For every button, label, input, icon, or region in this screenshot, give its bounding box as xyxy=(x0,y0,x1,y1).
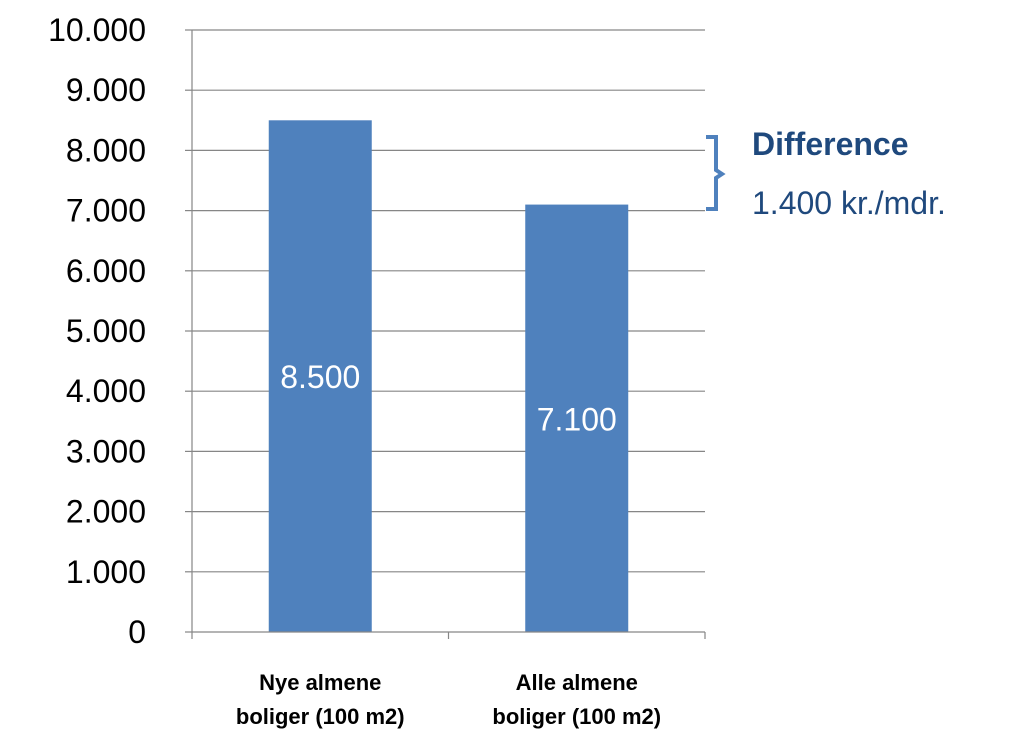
axes xyxy=(185,29,706,639)
annotation-title: Difference xyxy=(752,126,909,162)
y-tick-label: 10.000 xyxy=(48,12,146,48)
data-label: 7.100 xyxy=(537,401,617,437)
bars xyxy=(268,120,629,633)
y-tick-label: 1.000 xyxy=(66,554,146,590)
difference-annotation: Difference 1.400 kr./mdr. xyxy=(706,126,946,221)
data-labels: 8.500 7.100 xyxy=(280,359,617,437)
bar xyxy=(268,120,372,633)
y-tick-label: 9.000 xyxy=(66,72,146,108)
bar xyxy=(525,204,629,632)
y-tick-label: 6.000 xyxy=(66,253,146,289)
y-tick-label: 5.000 xyxy=(66,313,146,349)
bracket-icon xyxy=(706,135,726,211)
data-label: 8.500 xyxy=(280,359,360,395)
y-tick-label: 7.000 xyxy=(66,193,146,229)
x-category-label: Nye almene xyxy=(259,670,381,695)
annotation-text: 1.400 kr./mdr. xyxy=(752,185,946,221)
y-tick-label: 3.000 xyxy=(66,433,146,469)
x-category-label: boliger (100 m2) xyxy=(236,704,405,729)
y-tick-label: 8.000 xyxy=(66,132,146,168)
y-tick-label: 2.000 xyxy=(66,494,146,530)
y-tick-label: 0 xyxy=(128,614,146,650)
x-category-label: Alle almene xyxy=(516,670,638,695)
x-category-label: boliger (100 m2) xyxy=(492,704,661,729)
x-category-labels: Nye almene boliger (100 m2) Alle almene bol… xyxy=(236,670,661,729)
y-tick-labels: 0 1.000 2.000 3.000 4.000 5.000 6.000 7.000 8.00… xyxy=(48,12,146,650)
y-tick-label: 4.000 xyxy=(66,373,146,409)
